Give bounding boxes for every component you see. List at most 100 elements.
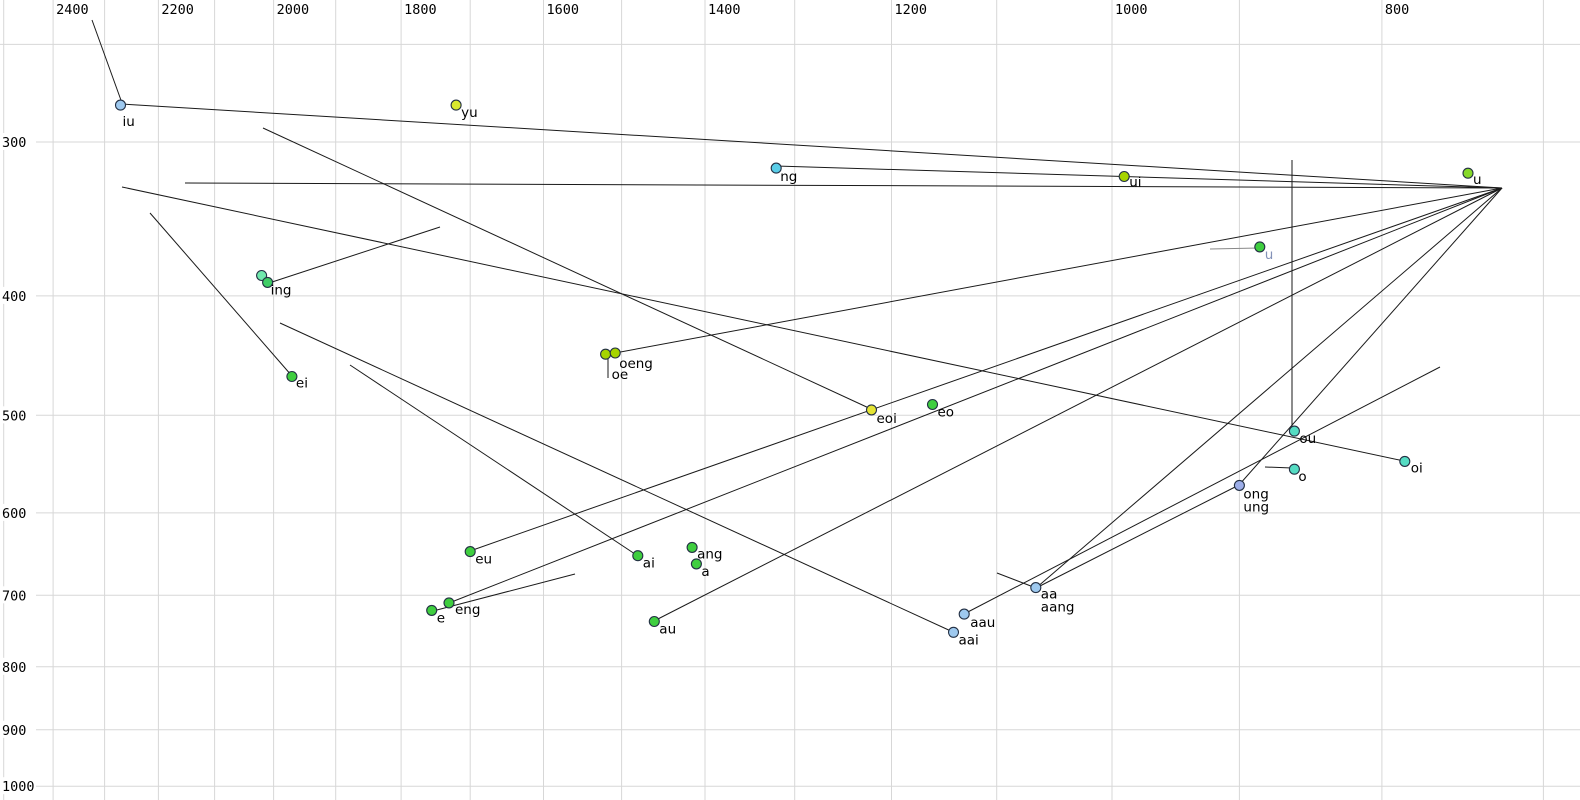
y-tick-label-700: 700 bbox=[2, 588, 26, 604]
data-point-oeng[interactable] bbox=[609, 347, 621, 359]
data-point-eo[interactable] bbox=[926, 398, 939, 411]
y-tick-backing-400 bbox=[0, 286, 36, 304]
y-tick-backing-700 bbox=[0, 586, 36, 604]
data-point-e[interactable] bbox=[426, 604, 438, 616]
trajectory-line-23 bbox=[432, 573, 576, 612]
data-point-yu[interactable] bbox=[450, 99, 462, 111]
data-point-oe[interactable] bbox=[600, 348, 612, 360]
point-label-ong: ong bbox=[1243, 486, 1268, 502]
point-label-yu: yu bbox=[461, 105, 478, 121]
trajectory-line-3 bbox=[775, 165, 1503, 189]
x-tick-label-2200: 2200 bbox=[161, 2, 194, 18]
trajectory-line-14 bbox=[1238, 187, 1503, 486]
y-tick-label-900: 900 bbox=[2, 723, 26, 739]
y-tick-backing-300 bbox=[0, 133, 36, 150]
point-label-eoi: eoi bbox=[877, 411, 897, 427]
y-tick-label-1000: 1000 bbox=[2, 779, 35, 795]
point-label-ui: ui bbox=[1129, 175, 1141, 191]
data-point-eoi[interactable] bbox=[865, 404, 878, 416]
trajectory-line-17 bbox=[996, 572, 1037, 589]
trajectory-line-0 bbox=[91, 19, 123, 104]
trajectory-line-8 bbox=[349, 364, 639, 557]
point-label-aau: aau bbox=[970, 615, 995, 631]
x-tick-label-2400: 2400 bbox=[56, 2, 89, 18]
y-tick-backing-600 bbox=[0, 503, 36, 521]
data-point-u[interactable] bbox=[1462, 167, 1474, 179]
point-label-u: u bbox=[1265, 247, 1274, 263]
trajectory-line-16 bbox=[1035, 484, 1240, 589]
y-tick-backing-1000 bbox=[0, 777, 36, 795]
data-point-aai[interactable] bbox=[947, 626, 960, 638]
data-point-o[interactable] bbox=[1288, 463, 1300, 475]
point-label-ing: ing bbox=[271, 282, 292, 298]
data-point-au[interactable] bbox=[648, 615, 660, 628]
trajectory-line-4 bbox=[121, 186, 1405, 462]
point-label-ou: ou bbox=[1299, 431, 1316, 447]
trajectory-line-9 bbox=[614, 187, 1503, 354]
y-tick-label-400: 400 bbox=[2, 289, 26, 305]
trajectory-line-18 bbox=[265, 226, 441, 285]
point-label-ang: ang bbox=[697, 546, 722, 562]
point-label-ng: ng bbox=[780, 169, 797, 185]
trajectory-line-7 bbox=[279, 322, 954, 633]
y-tick-label-500: 500 bbox=[2, 408, 26, 424]
data-point-ai[interactable] bbox=[632, 550, 644, 562]
trajectory-line-11 bbox=[448, 187, 1503, 604]
trajectory-line-5 bbox=[262, 127, 872, 410]
trajectory-line-12 bbox=[653, 187, 1503, 622]
trajectory-line-6 bbox=[149, 212, 293, 377]
data-point-ong[interactable] bbox=[1233, 479, 1245, 491]
point-label-oe: oe bbox=[612, 367, 629, 383]
trajectory-line-13 bbox=[1035, 187, 1503, 589]
trajectory-line-15 bbox=[963, 366, 1441, 615]
trajectory-line-1 bbox=[120, 103, 1503, 189]
trajectory-line-10 bbox=[469, 187, 1503, 552]
y-tick-label-600: 600 bbox=[2, 506, 26, 522]
data-point-ang[interactable] bbox=[686, 541, 698, 553]
y-tick-label-800: 800 bbox=[2, 660, 26, 676]
data-point-ng[interactable] bbox=[770, 162, 782, 174]
data-point-oi[interactable] bbox=[1399, 455, 1411, 467]
data-point-eng[interactable] bbox=[443, 597, 455, 609]
point-label-eng: eng bbox=[455, 602, 480, 618]
point-label-aai: aai bbox=[959, 632, 979, 648]
data-point-ou[interactable] bbox=[1288, 425, 1300, 437]
data-point-eu[interactable] bbox=[464, 546, 476, 558]
point-label-a: a bbox=[701, 564, 709, 580]
y-tick-backing-900 bbox=[0, 720, 36, 738]
x-tick-label-1200: 1200 bbox=[895, 2, 928, 18]
point-label-e: e bbox=[437, 610, 445, 626]
point-label-ung: ung bbox=[1243, 499, 1269, 515]
point-label-u: u bbox=[1473, 172, 1482, 188]
data-point-aa[interactable] bbox=[1030, 582, 1042, 594]
point-label-aa: aa bbox=[1041, 587, 1058, 603]
point-label-oeng: oeng bbox=[619, 356, 653, 372]
point-label-oi: oi bbox=[1411, 460, 1423, 476]
x-tick-label-1000: 1000 bbox=[1115, 2, 1148, 18]
y-tick-backing-800 bbox=[0, 657, 36, 675]
trajectory-line-2 bbox=[184, 182, 1503, 189]
y-tick-label-300: 300 bbox=[2, 135, 26, 151]
trajectory-line-21 bbox=[1209, 247, 1260, 250]
x-tick-label-800: 800 bbox=[1385, 2, 1409, 18]
trajectory-line-20 bbox=[1264, 466, 1293, 469]
point-label-o: o bbox=[1298, 469, 1306, 485]
x-tick-label-1800: 1800 bbox=[404, 2, 437, 18]
data-point-aau[interactable] bbox=[958, 608, 970, 620]
data-point-u[interactable] bbox=[1254, 241, 1266, 253]
x-tick-label-1400: 1400 bbox=[708, 2, 741, 18]
data-point-ing[interactable] bbox=[262, 276, 274, 288]
point-label-iu: iu bbox=[123, 114, 135, 130]
data-point-ei[interactable] bbox=[286, 370, 298, 383]
data-point-ui[interactable] bbox=[1118, 170, 1130, 183]
data-point-a[interactable] bbox=[690, 558, 702, 570]
point-label-eu: eu bbox=[475, 552, 492, 568]
data-point-iu[interactable] bbox=[114, 99, 127, 111]
x-tick-label-1600: 1600 bbox=[547, 2, 580, 18]
x-tick-label-2000: 2000 bbox=[277, 2, 310, 18]
data-point-unlabeled[interactable] bbox=[256, 269, 268, 282]
point-label-eo: eo bbox=[938, 405, 955, 421]
